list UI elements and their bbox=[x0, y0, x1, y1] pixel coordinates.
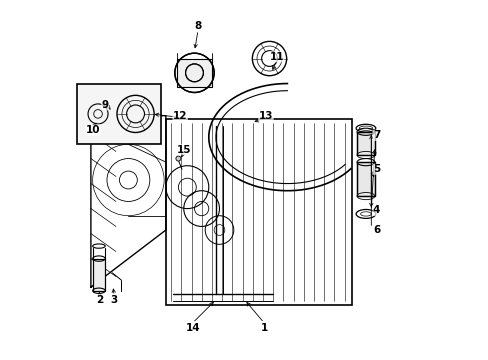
Bar bbox=[165, 119, 351, 305]
Text: 1: 1 bbox=[260, 323, 267, 333]
Text: 9: 9 bbox=[102, 100, 108, 110]
Text: 14: 14 bbox=[185, 323, 200, 333]
Bar bbox=[356, 162, 374, 196]
Bar bbox=[93, 258, 105, 291]
Bar bbox=[356, 132, 374, 155]
Polygon shape bbox=[91, 116, 165, 287]
Bar bbox=[356, 162, 374, 196]
Text: 4: 4 bbox=[372, 205, 380, 215]
Text: 8: 8 bbox=[194, 21, 201, 31]
Text: 11: 11 bbox=[269, 52, 284, 62]
Bar bbox=[176, 59, 212, 87]
Text: 6: 6 bbox=[372, 225, 380, 235]
Bar bbox=[93, 258, 105, 291]
Text: 2: 2 bbox=[96, 295, 103, 305]
Text: 13: 13 bbox=[258, 111, 273, 121]
Bar bbox=[356, 132, 374, 155]
Text: 7: 7 bbox=[372, 130, 380, 140]
Text: 12: 12 bbox=[173, 111, 187, 121]
Text: 15: 15 bbox=[176, 145, 191, 155]
Text: 10: 10 bbox=[85, 125, 100, 135]
Circle shape bbox=[176, 156, 181, 161]
Bar bbox=[77, 84, 160, 144]
Text: 5: 5 bbox=[372, 164, 380, 174]
Text: 3: 3 bbox=[110, 295, 118, 305]
